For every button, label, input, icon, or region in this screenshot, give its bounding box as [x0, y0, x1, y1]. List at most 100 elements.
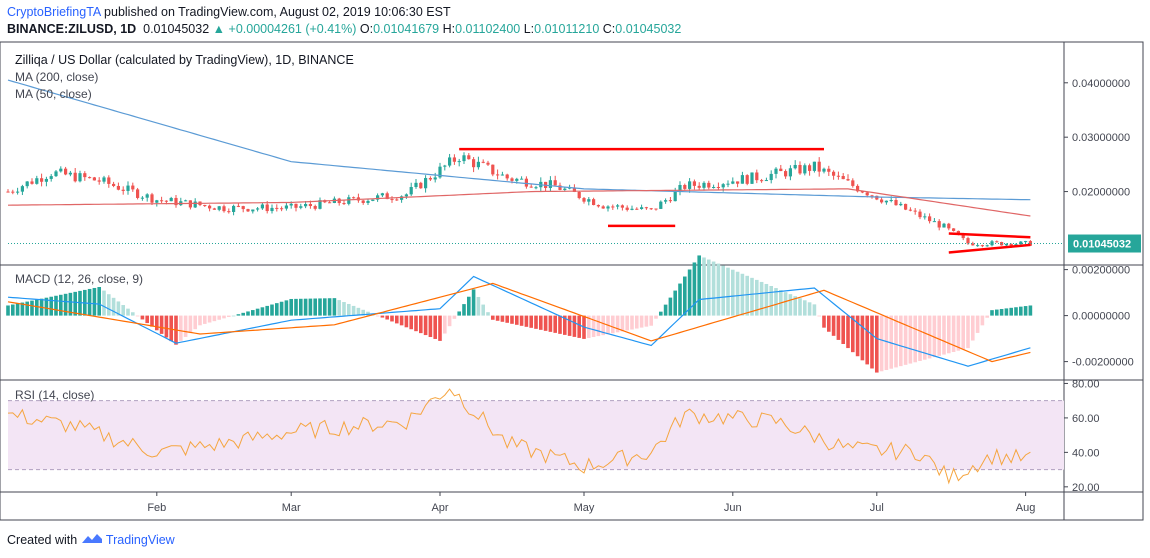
candle-body: [692, 181, 696, 186]
candle-body: [932, 221, 936, 223]
macd-histogram-bar: [750, 277, 754, 316]
macd-histogram-bar: [457, 311, 461, 316]
macd-histogram-bar: [625, 315, 629, 331]
candle-body: [20, 186, 24, 192]
macd-tick-label: 0.00200000: [1072, 265, 1130, 277]
candle-body: [150, 194, 154, 203]
macd-histogram-bar: [428, 315, 433, 338]
macd-histogram-bar: [169, 315, 173, 342]
candle-body: [208, 205, 212, 209]
macd-histogram-bar: [227, 315, 231, 317]
macd-histogram-bar: [462, 304, 466, 316]
candle-body: [668, 200, 672, 202]
macd-histogram-bar: [553, 315, 557, 333]
macd-histogram-bar: [788, 294, 793, 316]
macd-histogram-bar: [913, 315, 917, 363]
macd-histogram-bar: [327, 298, 332, 316]
rsi-band: [8, 400, 1064, 470]
candle-body: [841, 176, 845, 180]
candle-body: [587, 199, 591, 202]
candle-body: [64, 168, 68, 175]
tradingview-brand[interactable]: TradingView: [105, 533, 175, 547]
created-with-label: Created with: [7, 533, 78, 547]
candle-body: [942, 223, 946, 228]
candle-body: [798, 164, 802, 174]
candle-body: [664, 200, 668, 202]
macd-histogram-bar: [668, 297, 673, 316]
time-tick-label: Mar: [282, 502, 301, 514]
candle-body: [443, 165, 447, 167]
macd-histogram-bar: [812, 304, 817, 316]
macd-histogram-bar: [260, 307, 265, 316]
candle-body: [726, 183, 730, 185]
candle-body: [88, 177, 92, 179]
candle-body: [721, 184, 725, 188]
time-tick-label: May: [574, 502, 595, 514]
macd-histogram-bar: [726, 267, 730, 316]
author-link[interactable]: CryptoBriefingTA: [7, 5, 101, 19]
macd-histogram-bar: [1028, 305, 1033, 316]
candle-body: [630, 208, 634, 210]
candle-body: [328, 202, 332, 204]
candle-body: [241, 206, 245, 210]
macd-histogram-bar: [908, 315, 913, 364]
macd-histogram-bar: [558, 315, 562, 334]
macd-histogram-bar: [183, 315, 188, 337]
macd-histogram-bar: [707, 259, 711, 316]
candle-body: [769, 173, 773, 181]
macd-histogram-bar: [865, 315, 869, 365]
macd-histogram-bar: [783, 292, 788, 316]
macd-histogram-bar: [673, 290, 677, 316]
candle-body: [294, 203, 298, 208]
candle-body: [107, 177, 111, 184]
macd-histogram-bar: [572, 315, 577, 337]
candle-body: [414, 182, 418, 188]
candle-body: [572, 187, 576, 193]
candle-body: [678, 184, 682, 192]
macd-line: [7, 275, 1031, 367]
macd-histogram-bar: [6, 305, 10, 316]
macd-histogram-bar: [102, 290, 106, 316]
macd-histogram-bar: [630, 315, 634, 330]
candle-body: [985, 245, 989, 247]
candle-body: [592, 199, 596, 206]
candle-body: [49, 176, 53, 179]
macd-histogram-bar: [807, 302, 812, 316]
macd-histogram-bar: [198, 315, 202, 326]
macd-histogram-bar: [510, 315, 514, 324]
macd-histogram-bar: [803, 300, 807, 316]
macd-histogram-bar: [323, 298, 327, 316]
candle-body: [126, 185, 130, 191]
macd-histogram-bar: [385, 315, 389, 320]
candle-body: [222, 206, 226, 212]
macd-histogram-bar: [649, 315, 653, 326]
tradingview-logo-icon: [81, 534, 102, 543]
high-value: 0.01102400: [455, 22, 521, 36]
macd-histogram-bar: [956, 315, 961, 351]
candle-body: [131, 185, 135, 190]
candle-body: [611, 206, 615, 208]
candle-body: [1004, 243, 1008, 246]
price-tick-label: 0.04000000: [1072, 78, 1130, 90]
macd-histogram-bar: [246, 311, 250, 316]
macd-histogram-bar: [851, 315, 855, 353]
candle-body: [644, 207, 648, 209]
candle-body: [774, 168, 778, 174]
macd-histogram-bar: [294, 298, 298, 316]
candle-body: [299, 206, 303, 208]
macd-histogram-bar: [126, 308, 130, 316]
macd-histogram-bar: [467, 296, 471, 316]
macd-histogram-bar: [1023, 306, 1028, 316]
rsi-tick-label: 80.00: [1072, 378, 1100, 390]
macd-histogram-bar: [236, 314, 241, 316]
candle-body: [227, 211, 231, 213]
candle-body: [510, 178, 514, 181]
macd-histogram-bar: [769, 286, 773, 316]
macd-histogram-bar: [567, 315, 572, 336]
macd-histogram-bar: [884, 315, 889, 370]
candle-body: [308, 204, 312, 207]
macd-histogram-bar: [1009, 307, 1013, 316]
candle-body: [342, 203, 346, 205]
candle-body: [476, 161, 480, 168]
